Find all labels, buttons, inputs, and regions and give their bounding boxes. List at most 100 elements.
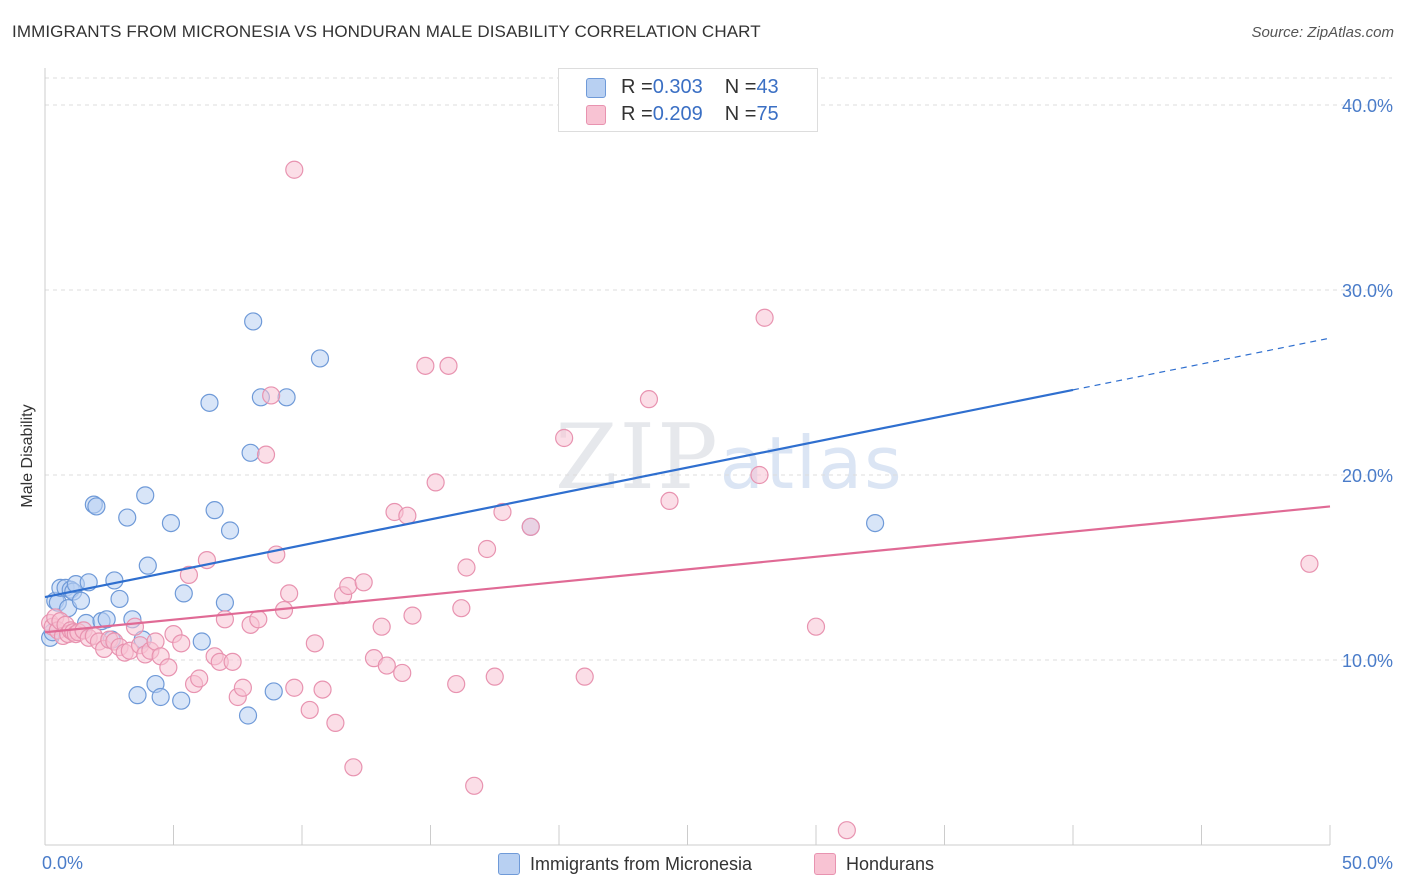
point-hondurans [354,573,373,592]
point-micronesia [215,593,234,612]
point-micronesia [174,584,193,603]
trend-line-hondurans [44,505,1331,634]
y-tick-label: 40.0% [1342,96,1393,116]
point-hondurans [439,356,458,375]
point-micronesia [110,589,129,609]
point-hondurans [837,821,856,840]
x-tick-label: 0.0% [42,853,83,873]
n-value: 43 [756,75,779,98]
y-tick-label: 10.0% [1342,651,1393,671]
point-hondurans [457,558,476,577]
watermark: ZIPatlas [555,405,904,510]
axes [44,68,1331,846]
point-hondurans [344,758,363,777]
point-micronesia [71,591,91,610]
point-hondurans [300,700,319,720]
series-hondurans-points [41,160,1319,840]
legend-label-micronesia: Immigrants from Micronesia [530,853,753,874]
point-micronesia [172,691,191,710]
legend-item-hondurans: Hondurans [814,852,934,876]
point-micronesia [264,682,283,701]
point-micronesia [244,312,263,331]
chart-title: IMMIGRANTS FROM MICRONESIA VS HONDURAN M… [12,22,761,41]
point-hondurans [262,386,281,405]
point-micronesia [87,497,106,516]
point-hondurans [372,617,391,636]
watermark-zip: ZIP [555,405,720,510]
point-hondurans [485,667,504,686]
point-hondurans [285,678,304,697]
y-tick-label: 20.0% [1342,466,1393,486]
tick-labels: 10.0% 20.0% 30.0% 40.0% 0.0% 50.0% [42,96,1393,873]
point-hondurans [313,680,332,699]
point-hondurans [190,669,209,688]
point-hondurans [377,656,396,675]
point-hondurans [750,465,769,485]
r-value: 0.209 [652,102,703,125]
y-tick-label: 30.0% [1342,281,1393,301]
point-hondurans [326,713,345,733]
point-micronesia [205,501,224,520]
point-hondurans [416,356,435,375]
grid-lines [45,77,1392,661]
n-label: N = [724,75,757,98]
legend-swatch-micronesia [586,78,606,98]
point-micronesia [192,632,211,651]
point-hondurans [575,667,594,686]
n-label: N = [724,102,757,125]
point-micronesia [105,571,124,590]
point-hondurans [477,539,497,559]
point-hondurans [426,473,445,492]
point-hondurans [639,390,659,409]
point-micronesia [200,393,219,412]
r-label: R = [621,102,653,125]
stats-row-hondurans: R = 0.209 N = 75 [586,102,779,126]
point-micronesia [151,687,170,707]
point-hondurans [339,576,358,596]
point-hondurans [1300,554,1319,573]
point-micronesia [238,706,258,725]
point-hondurans [555,428,574,448]
point-micronesia [866,513,885,533]
point-hondurans [249,610,268,629]
point-micronesia [128,686,147,705]
point-hondurans [223,652,242,671]
point-hondurans [233,678,252,697]
point-hondurans [403,606,422,625]
point-micronesia [138,556,157,575]
point-hondurans [125,617,145,636]
point-hondurans [305,634,324,653]
point-hondurans [159,658,178,677]
point-hondurans [256,445,276,464]
r-label: R = [621,75,653,98]
point-hondurans [398,506,417,525]
n-value: 75 [756,102,779,125]
legend-swatch-hondurans [586,105,606,125]
point-micronesia [310,349,330,368]
r-value: 0.303 [652,75,703,98]
point-hondurans [447,674,466,694]
point-micronesia [277,388,296,407]
point-hondurans [465,776,484,795]
point-micronesia [97,610,116,629]
point-hondurans [452,599,471,618]
stats-row-micronesia: R = 0.303 N = 43 [586,75,779,99]
source-label: Source: ZipAtlas.com [1251,24,1394,41]
point-hondurans [493,502,512,522]
legend-swatch-micronesia [498,853,520,875]
legend-item-micronesia: Immigrants from Micronesia [498,852,752,876]
watermark-atlas: atlas [719,421,904,505]
point-hondurans [806,617,826,636]
point-micronesia [241,443,260,462]
point-hondurans [172,634,191,653]
point-hondurans [660,491,679,510]
point-hondurans [521,517,540,536]
point-hondurans [280,584,299,603]
series-micronesia-points [41,312,885,725]
trend-line-micronesia-extension [1072,337,1331,391]
point-micronesia [118,508,137,527]
point-hondurans [285,160,304,179]
legend-label-hondurans: Hondurans [846,853,935,874]
point-hondurans [179,565,199,585]
